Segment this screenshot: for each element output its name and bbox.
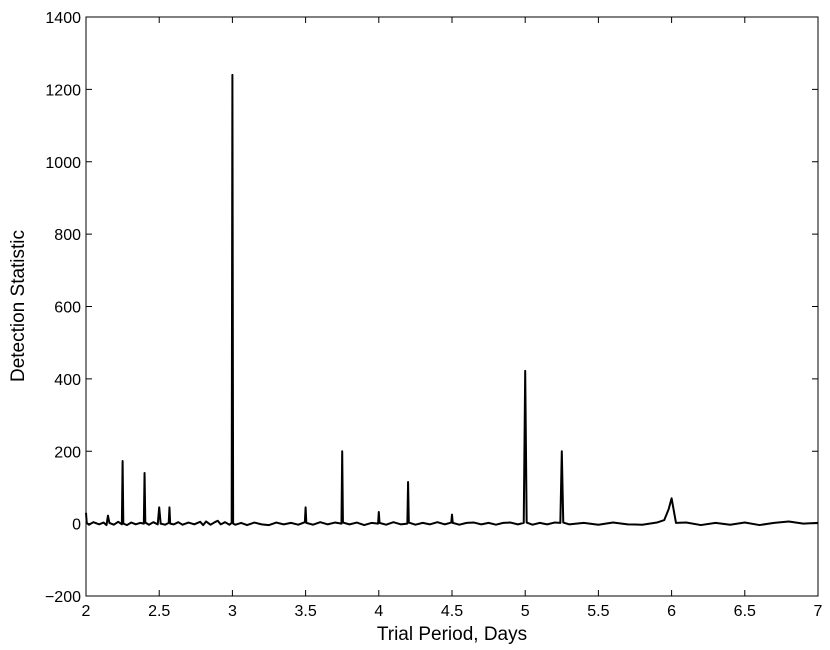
x-tick-label: 6.5 (734, 603, 756, 620)
tick-layer: 2 2.5 3 3.5 4 4.5 5 5.5 6 6.5 7 −200 0 200 400 600 800 10… (45, 10, 823, 620)
x-tick-label: 4 (374, 603, 383, 620)
y-tick-label: 400 (54, 372, 81, 389)
plot-layer (85, 73, 819, 527)
y-tick-label: 1000 (45, 155, 81, 172)
y-tick-label: 1200 (45, 82, 81, 99)
x-tick-label: 2 (82, 603, 91, 620)
x-tick-label: 3.5 (294, 603, 316, 620)
x-axis-label: Trial Period, Days (377, 624, 527, 645)
x-tick-label: 7 (814, 603, 823, 620)
y-tick-label: 0 (72, 517, 81, 534)
y-tick-label: 600 (54, 300, 81, 317)
x-tick-label: 2.5 (148, 603, 170, 620)
y-tick-label: 200 (54, 444, 81, 461)
y-axis-label: Detection Statistic (8, 230, 29, 382)
y-tick-label: 1400 (45, 10, 81, 27)
x-tick-label: 4.5 (441, 603, 463, 620)
y-tick-label: −200 (45, 589, 81, 606)
x-tick-label: 6 (667, 603, 676, 620)
y-tick-label: 800 (54, 227, 81, 244)
x-tick-label: 5.5 (587, 603, 609, 620)
plot-frame (85, 16, 819, 597)
x-tick-label: 3 (228, 603, 237, 620)
x-tick-label: 5 (521, 603, 530, 620)
detection-statistic-line (85, 73, 819, 527)
